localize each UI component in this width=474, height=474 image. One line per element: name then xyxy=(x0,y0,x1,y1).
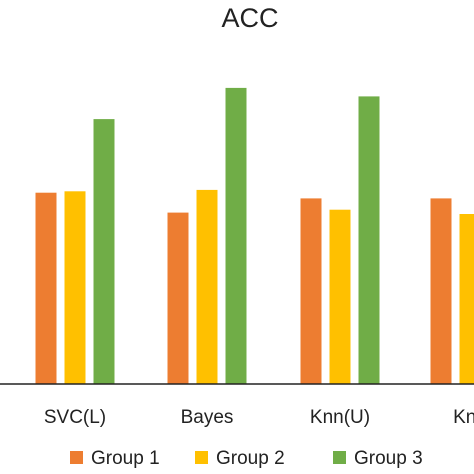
bar-bayes-group-3 xyxy=(225,87,247,385)
bar-knn-group-1 xyxy=(430,198,452,384)
legend-label-group-3: Group 3 xyxy=(354,448,423,469)
legend-swatch-group-3 xyxy=(333,451,346,464)
x-tick-label: Bayes xyxy=(181,407,234,428)
bar-knn-u--group-1 xyxy=(300,198,322,384)
legend-label-group-2: Group 2 xyxy=(216,448,285,469)
bar-svc-l--group-3 xyxy=(93,119,115,384)
bar-knn-u--group-3 xyxy=(358,96,380,385)
x-tick-labels: SVC(L) Bayes Knn(U) Knn xyxy=(44,407,474,428)
legend: Group 1 Group 2 Group 3 xyxy=(70,448,423,469)
bars-group xyxy=(35,87,474,385)
bar-svc-l--group-1 xyxy=(35,192,57,384)
legend-swatch-group-2 xyxy=(195,451,208,464)
x-tick-label: Knn(U) xyxy=(310,407,370,428)
bar-bayes-group-2 xyxy=(196,189,218,384)
x-tick-label: Knn xyxy=(453,407,474,428)
x-tick-label: SVC(L) xyxy=(44,407,106,428)
chart-title: ACC xyxy=(221,3,278,33)
bar-knn-u--group-2 xyxy=(329,209,351,384)
bar-svc-l--group-2 xyxy=(64,191,86,384)
legend-swatch-group-1 xyxy=(70,451,83,464)
bar-bayes-group-1 xyxy=(167,212,189,384)
legend-label-group-1: Group 1 xyxy=(91,448,160,469)
bar-knn-group-2 xyxy=(459,214,474,384)
